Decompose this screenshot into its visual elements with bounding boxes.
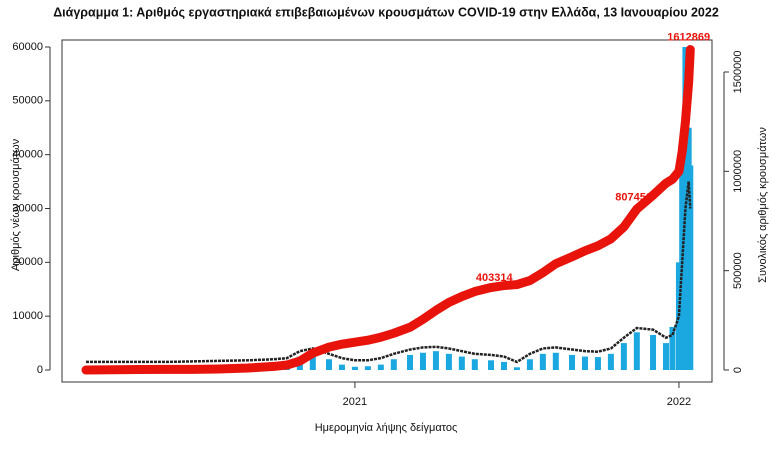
bar xyxy=(514,367,520,370)
annotation: 1612869 xyxy=(667,31,710,43)
chart-title: Διάγραμμα 1: Αριθμός εργαστηριακά επιβεβ… xyxy=(53,5,719,19)
y2-tick-label: 1000000 xyxy=(732,150,744,193)
bar xyxy=(378,365,384,370)
bar xyxy=(352,367,358,370)
x-axis-label: Ημερομηνία λήψης δείγματος xyxy=(315,422,458,434)
cumulative-line xyxy=(86,50,690,370)
bar xyxy=(663,343,669,370)
bar xyxy=(407,355,413,370)
x-tick-label: 2021 xyxy=(343,396,367,408)
y-tick-label: 40000 xyxy=(12,149,43,161)
annotation: 403314 xyxy=(476,272,514,284)
y-tick-label: 20000 xyxy=(12,256,43,268)
bar xyxy=(391,359,397,370)
x-tick-label: 2022 xyxy=(667,396,691,408)
bar xyxy=(420,353,426,370)
bar xyxy=(553,353,559,370)
y2-tick-label: 1500000 xyxy=(732,51,744,94)
y2-axis-label: Συνολικός αριθμός κρουσμάτων xyxy=(757,127,769,283)
y-tick-label: 0 xyxy=(37,364,43,376)
bar xyxy=(472,359,478,370)
bar xyxy=(595,357,601,370)
bar xyxy=(501,362,507,370)
y-tick-label: 50000 xyxy=(12,95,43,107)
y2-tick-label: 0 xyxy=(732,367,744,373)
bar xyxy=(459,357,465,370)
y-tick-label: 30000 xyxy=(12,202,43,214)
bar xyxy=(621,343,627,370)
bar xyxy=(527,359,533,370)
bar xyxy=(582,357,588,370)
y-tick-label: 10000 xyxy=(12,310,43,322)
bar xyxy=(326,359,332,370)
y2-tick-label: 500000 xyxy=(732,252,744,289)
bar xyxy=(446,354,452,370)
bar xyxy=(488,360,494,370)
bar xyxy=(608,354,614,370)
bar xyxy=(569,355,575,370)
annotation: 807456 xyxy=(615,191,652,203)
bar xyxy=(339,365,345,370)
bar xyxy=(540,354,546,370)
bar xyxy=(365,366,371,370)
y-tick-label: 60000 xyxy=(12,41,43,53)
bar xyxy=(634,332,640,370)
bar xyxy=(650,335,656,370)
bar xyxy=(433,351,439,370)
